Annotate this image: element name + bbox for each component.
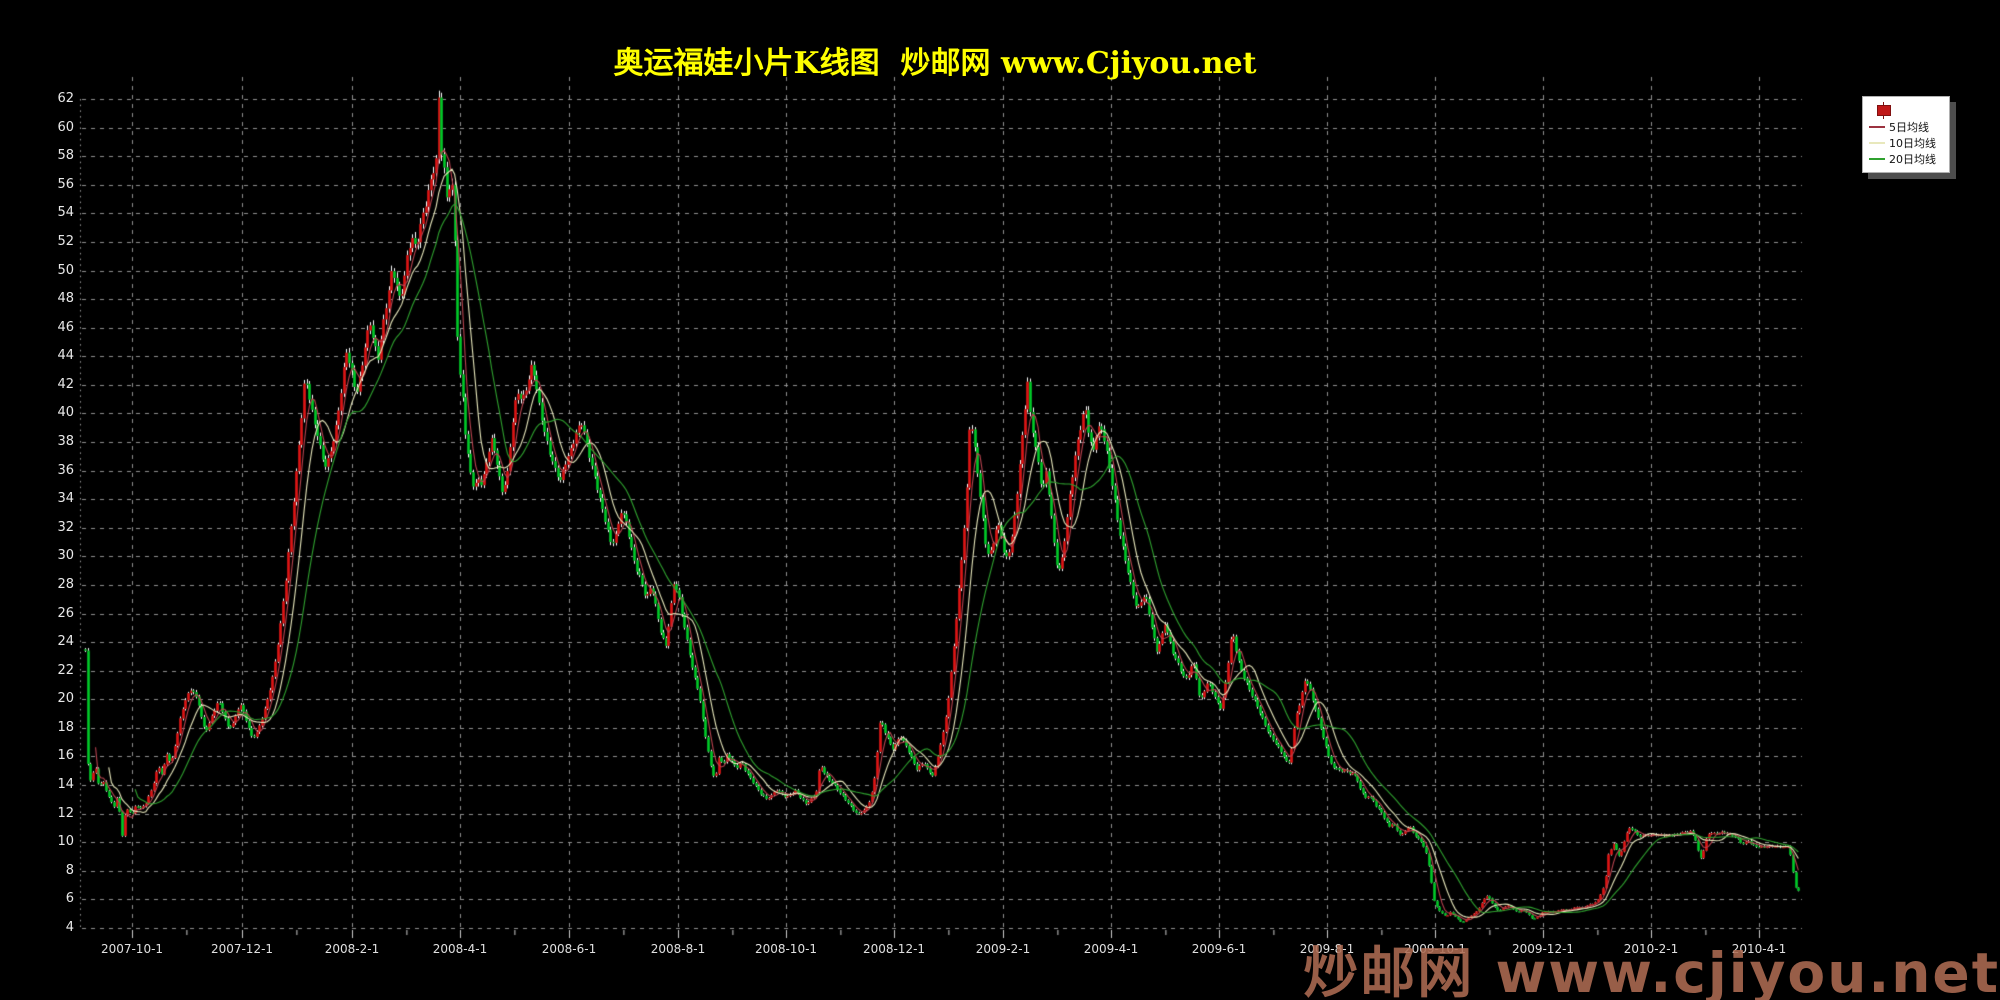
- x-tick-label-2009-6-1: 2009-6-1: [1191, 942, 1247, 956]
- x-tick-label-2008-10-1: 2008-10-1: [754, 942, 818, 956]
- legend-label: 10日均线: [1889, 137, 1936, 150]
- y-tick-label-22: 22: [57, 662, 74, 678]
- y-tick-label-6: 6: [65, 891, 74, 907]
- x-tick-label-2008-6-1: 2008-6-1: [541, 942, 597, 956]
- x-tick-label-2008-4-1: 2008-4-1: [432, 942, 488, 956]
- x-tick-label-2008-2-1: 2008-2-1: [324, 942, 380, 956]
- y-tick-label-36: 36: [57, 462, 74, 478]
- legend-line-swatch: [1869, 126, 1885, 128]
- y-tick-label-32: 32: [57, 519, 74, 535]
- legend-line-swatch: [1869, 158, 1885, 160]
- y-tick-label-58: 58: [57, 148, 74, 164]
- y-tick-label-20: 20: [57, 691, 74, 707]
- y-tick-label-10: 10: [57, 834, 74, 850]
- x-tick-label-2009-10-1: 2009-10-1: [1403, 942, 1467, 956]
- legend-label: 5日均线: [1889, 121, 1929, 134]
- legend-line-swatch: [1869, 142, 1885, 144]
- x-tick-label-2007-12-1: 2007-12-1: [210, 942, 274, 956]
- y-tick-label-42: 42: [57, 376, 74, 392]
- x-tick-label-2008-8-1: 2008-8-1: [650, 942, 706, 956]
- legend-label: 20日均线: [1889, 153, 1936, 166]
- y-tick-label-40: 40: [57, 405, 74, 421]
- legend-item-20日均线: 20日均线: [1869, 151, 1943, 167]
- y-tick-label-50: 50: [57, 262, 74, 278]
- y-tick-label-44: 44: [57, 348, 74, 364]
- y-tick-label-56: 56: [57, 176, 74, 192]
- y-tick-label-16: 16: [57, 748, 74, 764]
- y-tick-label-34: 34: [57, 491, 74, 507]
- y-tick-label-54: 54: [57, 205, 74, 221]
- y-tick-label-8: 8: [65, 862, 74, 878]
- site-watermark: 炒邮网 www.cjiyou.net: [1303, 941, 2000, 1000]
- x-tick-label-2008-12-1: 2008-12-1: [862, 942, 926, 956]
- x-tick-label-2010-4-1: 2010-4-1: [1731, 942, 1787, 956]
- x-tick-label-2009-2-1: 2009-2-1: [975, 942, 1031, 956]
- legend-item-10日均线: 10日均线: [1869, 135, 1943, 151]
- y-tick-label-38: 38: [57, 434, 74, 450]
- y-tick-label-24: 24: [57, 634, 74, 650]
- y-tick-label-28: 28: [57, 576, 74, 592]
- y-tick-label-14: 14: [57, 777, 74, 793]
- x-tick-label-2009-12-1: 2009-12-1: [1511, 942, 1575, 956]
- y-tick-label-62: 62: [57, 91, 74, 106]
- x-tick-label-2009-8-1: 2009-8-1: [1299, 942, 1355, 956]
- y-tick-label-46: 46: [57, 319, 74, 335]
- y-tick-label-60: 60: [57, 119, 74, 135]
- y-tick-label-12: 12: [57, 805, 74, 821]
- y-tick-label-48: 48: [57, 291, 74, 307]
- y-tick-label-30: 30: [57, 548, 74, 564]
- y-tick-label-18: 18: [57, 719, 74, 735]
- y-tick-label-4: 4: [65, 920, 74, 935]
- legend-item-5日均线: 5日均线: [1869, 119, 1943, 135]
- y-tick-label-26: 26: [57, 605, 74, 621]
- chart-title: 奥运福娃小片K线图 炒邮网 www.Cjiyou.net: [613, 46, 1257, 81]
- x-tick-label-2010-2-1: 2010-2-1: [1623, 942, 1679, 956]
- y-tick-label-52: 52: [57, 233, 74, 249]
- ma-legend: 5日均线 10日均线 20日均线: [1862, 96, 1950, 173]
- x-tick-label-2007-10-1: 2007-10-1: [100, 942, 164, 956]
- x-tick-label-2009-4-1: 2009-4-1: [1083, 942, 1139, 956]
- red-candlestick-icon: [1869, 101, 1943, 119]
